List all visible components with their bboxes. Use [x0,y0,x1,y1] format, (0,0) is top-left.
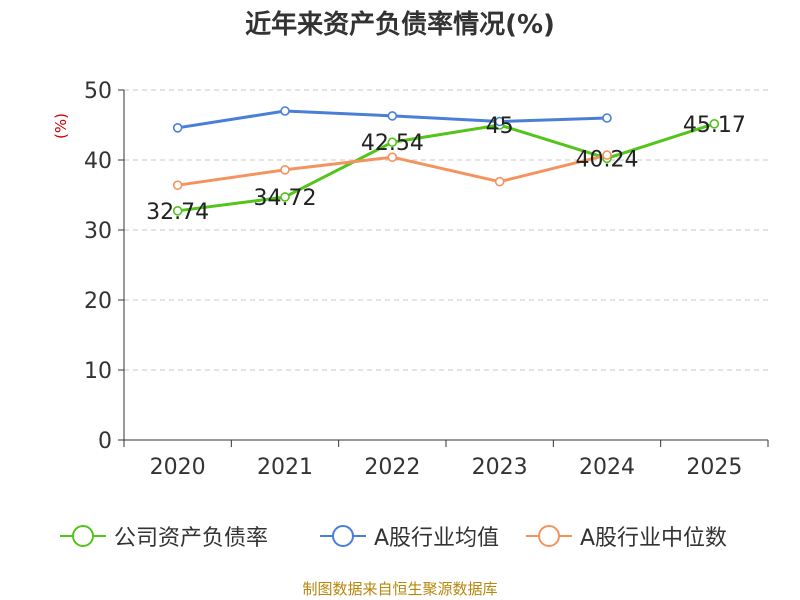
legend: 公司资产负债率 A股行业均值 A股行业中位数 [0,520,800,552]
chart-title: 近年来资产负债率情况(%) [245,10,555,40]
legend-label: A股行业中位数 [580,526,728,551]
data-point [172,180,183,190]
data-point [602,113,612,123]
data-point [280,106,290,116]
y-axis-label: (%) [52,113,70,139]
legend-marker-icon [320,525,366,547]
data-label: 45.17 [683,113,746,138]
x-tick-label: 2024 [579,455,635,480]
data-point [387,111,398,121]
data-point [280,165,290,175]
x-tick-label: 2025 [686,455,742,480]
y-tick-label: 0 [98,429,112,454]
legend-label: A股行业均值 [374,526,500,551]
data-label: 34.72 [254,186,317,211]
data-label: 40.24 [576,147,639,172]
x-tick-label: 2023 [472,455,528,480]
legend-item[interactable]: 公司资产负债率 [58,520,268,552]
x-tick-label: 2020 [150,455,206,480]
data-point [172,123,183,133]
y-tick-label: 40 [84,149,112,174]
y-tick-label: 10 [84,359,112,384]
data-point [387,152,398,162]
data-label: 32.74 [146,200,209,225]
data-point [602,150,612,160]
data-label: 42.54 [361,131,424,156]
legend-item[interactable]: A股行业中位数 [524,520,727,552]
legend-label: 公司资产负债率 [114,526,269,551]
data-point [709,119,720,129]
data-point [494,116,505,127]
data-point [280,192,290,202]
data-point [387,137,398,148]
data-label: 45 [486,114,514,139]
data-point [494,176,505,187]
x-tick-label: 2021 [257,455,313,480]
legend-marker-icon [526,525,572,547]
source-note: 制图数据来自恒生聚源数据库 [302,580,498,598]
legend-item[interactable]: A股行业均值 [318,520,499,552]
y-tick-label: 20 [84,289,112,314]
series-line-1 [176,122,716,213]
legend-marker-icon [60,525,106,547]
y-tick-label: 50 [84,79,112,104]
data-point [172,206,183,216]
x-tick-label: 2022 [364,455,420,480]
y-tick-label: 30 [84,219,112,244]
